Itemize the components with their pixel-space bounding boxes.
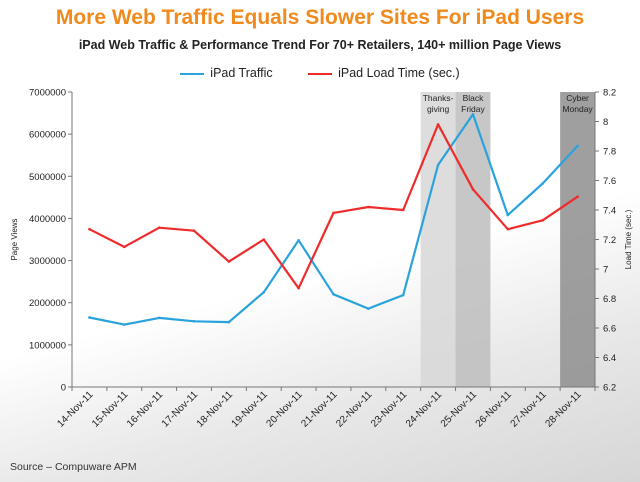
x-tick-label: 17-Nov-11 [160, 389, 201, 430]
y-tick-label-left: 6000000 [29, 130, 66, 141]
data-point-traffic [506, 213, 510, 217]
data-point-traffic [227, 320, 231, 324]
data-point-traffic [192, 319, 196, 323]
x-tick-label: 18-Nov-11 [195, 389, 236, 430]
y-axis-title-right: Load Time (sec.) [624, 209, 633, 269]
data-point-load-time [367, 205, 370, 209]
event-band [455, 92, 491, 387]
data-point-traffic [471, 113, 475, 116]
data-point-traffic [88, 316, 91, 319]
x-tick-label: 23-Nov-11 [369, 389, 410, 430]
data-point-load-time [332, 211, 335, 215]
data-point-load-time [541, 219, 544, 222]
x-tick-label: 21-Nov-11 [299, 389, 340, 430]
legend-label-traffic: iPad Traffic [210, 66, 273, 80]
legend-label-load: iPad Load Time (sec.) [338, 66, 460, 80]
legend-item-traffic: iPad Traffic [180, 66, 273, 80]
chart-title: More Web Traffic Equals Slower Sites For… [55, 6, 585, 29]
y-tick-label-right: 6.6 [603, 324, 616, 335]
y-tick-label-right: 7.4 [603, 206, 616, 217]
x-tick-label: 14-Nov-11 [55, 389, 96, 430]
event-label: Thanks- [423, 93, 454, 103]
y-tick-label-left: 5000000 [29, 172, 66, 183]
event-band [560, 92, 595, 387]
event-label: Black [463, 93, 485, 103]
x-tick-label: 22-Nov-11 [334, 389, 375, 430]
x-tick-label: 25-Nov-11 [439, 389, 480, 430]
data-point-load-time [227, 260, 231, 263]
source-note: Source – Compuware APM [10, 461, 137, 473]
chart-subtitle: iPad Web Traffic & Performance Trend For… [78, 38, 562, 52]
data-point-load-time [88, 227, 91, 231]
x-tick-label: 24-Nov-11 [404, 389, 445, 430]
data-point-traffic [367, 307, 370, 310]
data-point-load-time [471, 188, 475, 191]
data-point-load-time [123, 245, 126, 249]
x-tick-label: 26-Nov-11 [474, 389, 515, 430]
y-tick-label-right: 6.2 [603, 383, 616, 394]
y-tick-label-right: 7.8 [603, 147, 616, 158]
event-band [420, 92, 456, 387]
event-label: Monday [562, 104, 593, 114]
y-tick-label-right: 7.2 [603, 235, 616, 246]
data-point-traffic [541, 182, 544, 185]
data-point-load-time [157, 226, 161, 229]
y-tick-label-left: 3000000 [29, 256, 66, 267]
event-label: giving [427, 104, 449, 114]
x-tick-label: 28-Nov-11 [543, 389, 584, 430]
x-tick-label: 15-Nov-11 [90, 389, 131, 430]
y-tick-label-right: 7.6 [603, 176, 616, 187]
y-tick-label-left: 7000000 [29, 88, 66, 99]
data-point-traffic [157, 316, 161, 320]
data-point-traffic [123, 323, 126, 326]
y-tick-label-right: 8.2 [603, 88, 616, 99]
legend: iPad Traffic iPad Load Time (sec.) [0, 66, 640, 80]
y-tick-label-right: 7 [603, 265, 608, 276]
legend-swatch-load [308, 72, 333, 75]
data-point-load-time [506, 227, 510, 231]
y-tick-label-left: 2000000 [29, 298, 66, 309]
y-tick-label-left: 4000000 [29, 214, 66, 225]
data-point-traffic [401, 293, 405, 297]
event-label: Cyber [566, 93, 589, 103]
data-point-traffic [576, 144, 579, 148]
data-point-traffic [262, 290, 266, 294]
data-point-load-time [297, 286, 300, 290]
data-point-load-time [192, 229, 196, 232]
x-tick-label: 20-Nov-11 [264, 389, 305, 430]
y-tick-label-right: 6.4 [603, 353, 616, 364]
data-point-load-time [262, 238, 266, 241]
x-tick-label: 16-Nov-11 [125, 389, 166, 430]
event-label: Friday [461, 104, 485, 114]
y-tick-label-left: 0 [61, 383, 66, 394]
data-point-load-time [576, 195, 579, 199]
y-tick-label-right: 8 [603, 117, 608, 128]
data-point-load-time [401, 208, 405, 212]
y-tick-label-right: 6.8 [603, 294, 616, 305]
legend-swatch-traffic [180, 72, 205, 75]
legend-item-load: iPad Load Time (sec.) [308, 66, 460, 80]
x-tick-label: 27-Nov-11 [509, 389, 550, 430]
data-point-traffic [332, 292, 335, 296]
data-point-load-time [436, 123, 440, 126]
data-point-traffic [297, 239, 300, 242]
y-axis-title-left: Page Views [10, 218, 19, 260]
data-point-traffic [436, 163, 440, 167]
y-tick-label-left: 1000000 [29, 340, 66, 351]
x-tick-label: 19-Nov-11 [230, 389, 271, 430]
